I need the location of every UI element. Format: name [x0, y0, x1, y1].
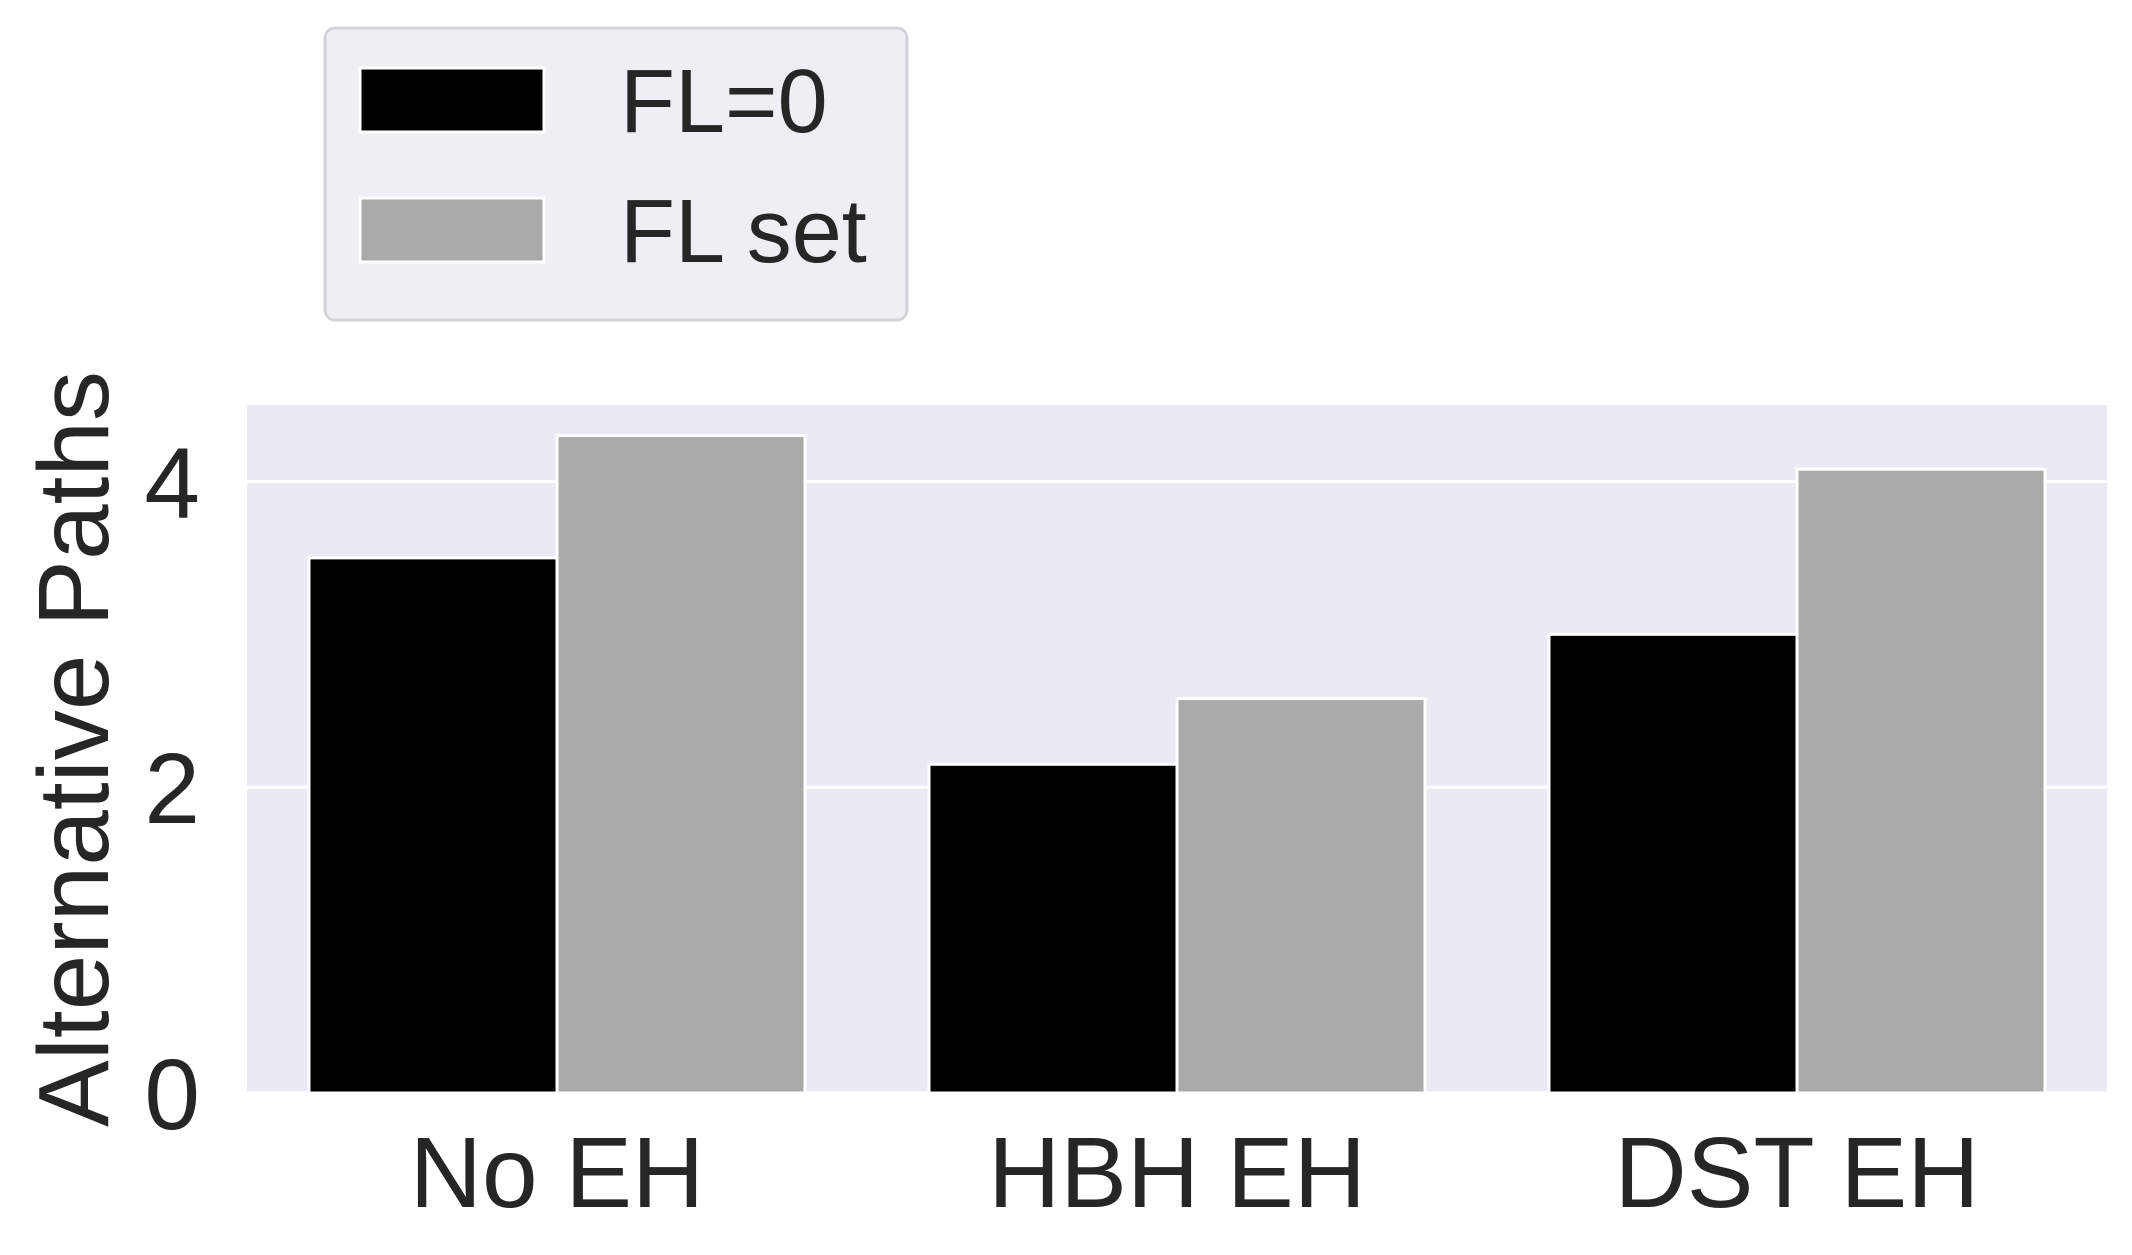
x-category-labels: No EH HBH EH DST EH: [410, 1117, 1980, 1229]
legend-items: FL=0 FL set: [358, 52, 867, 282]
y-axis-title: Alternative Paths: [18, 371, 130, 1127]
legend-label-fl-set: FL set: [620, 182, 867, 282]
bar-dst-eh-fl-0: [1547, 632, 1799, 1095]
bar-hbh-eh-fl-0: [927, 762, 1179, 1095]
bar-no-eh-fl-0: [307, 556, 559, 1095]
y-tick-label: 2: [144, 733, 200, 845]
x-category-label: No EH: [410, 1117, 705, 1229]
y-tick-label: 0: [144, 1039, 200, 1151]
x-category-label: DST EH: [1615, 1117, 1980, 1229]
y-tick-labels: 0 2 4: [144, 427, 200, 1151]
bar-dst-eh-fl-set: [1795, 467, 2047, 1095]
y-tick-label: 4: [144, 427, 200, 539]
bar-no-eh-fl-set: [555, 434, 807, 1095]
bar-hbh-eh-fl-set: [1175, 697, 1427, 1095]
bars: [307, 434, 2047, 1095]
legend: FL=0 FL set: [323, 26, 909, 322]
legend-swatch-fl-0: [358, 66, 546, 134]
legend-label-fl-0: FL=0: [620, 52, 828, 152]
x-category-label: HBH EH: [988, 1117, 1366, 1229]
legend-swatch-fl-set: [358, 196, 546, 264]
